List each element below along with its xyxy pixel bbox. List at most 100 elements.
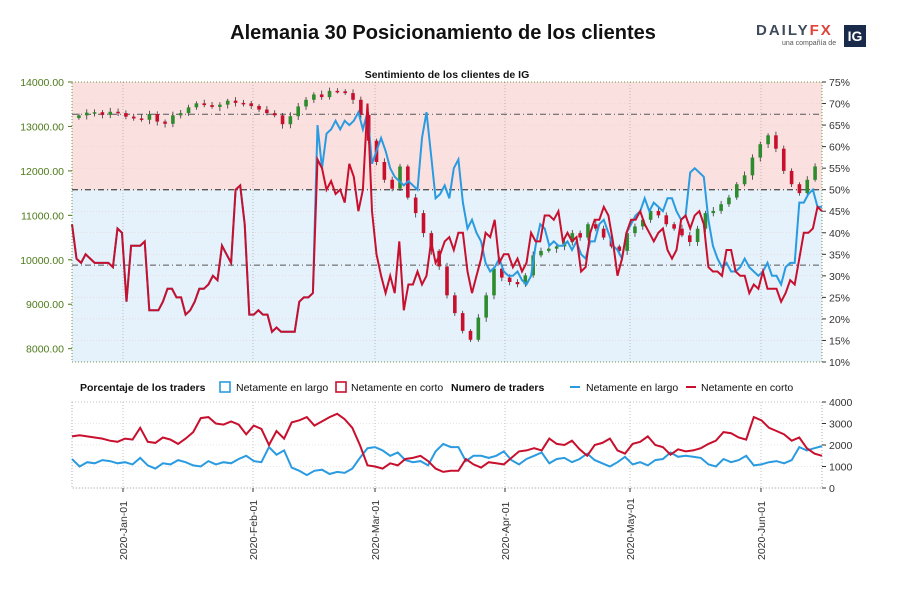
count-axis-tick-label: 4000 bbox=[829, 397, 853, 409]
left-axis-tick-label: 12000.00 bbox=[20, 166, 64, 178]
candle-body bbox=[445, 266, 449, 296]
candle-body bbox=[656, 210, 661, 216]
candle-body bbox=[280, 115, 285, 125]
x-axis-tick-label: 2020-Mar-01 bbox=[370, 500, 382, 560]
right-axis-tick-label: 50% bbox=[829, 185, 850, 197]
right-axis-tick-label: 45% bbox=[829, 206, 850, 218]
candle-body bbox=[594, 224, 598, 229]
right-axis-tick-label: 15% bbox=[829, 335, 850, 347]
candle-body bbox=[351, 93, 355, 100]
count-line-net-long bbox=[71, 442, 823, 477]
candle-body bbox=[77, 115, 81, 118]
candle-body bbox=[766, 135, 770, 145]
chart-title: Sentimiento de los clientes de IG bbox=[365, 69, 530, 81]
legend-swatch-short bbox=[335, 381, 347, 393]
count-axis-tick-label: 2000 bbox=[829, 440, 853, 452]
candle-body bbox=[194, 103, 199, 108]
right-axis-tick-label: 75% bbox=[829, 77, 850, 89]
candle-body bbox=[539, 250, 543, 256]
left-axis-tick-label: 10000.00 bbox=[20, 255, 64, 267]
candle-body bbox=[719, 204, 723, 211]
candle-body bbox=[304, 99, 308, 107]
ig-logo-icon: IG bbox=[844, 25, 866, 47]
candle-body bbox=[672, 224, 676, 229]
candle-body bbox=[390, 179, 394, 189]
legend-label-count-short: Netamente en corto bbox=[701, 382, 793, 394]
candle-body bbox=[327, 90, 332, 98]
candle-body bbox=[413, 197, 418, 214]
candle-body bbox=[781, 148, 786, 171]
candle-body bbox=[343, 91, 347, 94]
candle-body bbox=[171, 115, 175, 124]
candle-body bbox=[625, 233, 629, 251]
candle-body bbox=[547, 248, 551, 251]
candle-body bbox=[758, 144, 763, 158]
right-axis-tick-label: 40% bbox=[829, 228, 850, 240]
candle-body bbox=[437, 250, 441, 267]
candle-body bbox=[633, 226, 637, 234]
candle-body bbox=[147, 114, 152, 120]
page-title: Alemania 30 Posicionamiento de los clien… bbox=[230, 22, 656, 44]
candle-body bbox=[460, 313, 465, 331]
left-axis-tick-label: 13000.00 bbox=[20, 121, 64, 133]
candle-body bbox=[272, 113, 277, 116]
candle-body bbox=[296, 106, 300, 117]
right-axis-tick-label: 35% bbox=[829, 249, 850, 261]
dailyfx-logo: DAILYFX una compañía de IG bbox=[756, 22, 866, 50]
x-axis-tick-label: 2020-Jun-01 bbox=[756, 501, 768, 560]
right-axis-tick-label: 55% bbox=[829, 163, 850, 175]
candle-body bbox=[640, 219, 645, 227]
candle-body bbox=[500, 268, 504, 278]
candle-body bbox=[92, 112, 97, 114]
candle-body bbox=[241, 102, 246, 105]
logo-brand: DAILYFX bbox=[756, 22, 833, 39]
candle-body bbox=[742, 175, 747, 185]
candle-body bbox=[664, 215, 669, 225]
logo-tagline: una compañía de bbox=[782, 40, 837, 47]
upper-sentiment-zone bbox=[72, 82, 822, 190]
left-axis-tick-label: 8000.00 bbox=[26, 344, 64, 356]
candle-body bbox=[687, 235, 692, 242]
candle-body bbox=[554, 246, 559, 249]
candle-body bbox=[484, 295, 488, 318]
candle-body bbox=[421, 213, 426, 234]
candle-body bbox=[797, 184, 802, 194]
candle-body bbox=[265, 109, 269, 114]
right-axis-tick-label: 25% bbox=[829, 292, 850, 304]
top-chart-frame bbox=[71, 81, 823, 363]
candle-body bbox=[319, 94, 324, 98]
candle-body bbox=[727, 197, 731, 205]
candle-body bbox=[139, 118, 144, 120]
candle-body bbox=[492, 268, 496, 296]
x-axis-tick-label: 2020-Feb-01 bbox=[248, 500, 260, 560]
candle-body bbox=[155, 114, 160, 122]
right-axis-tick-label: 70% bbox=[829, 99, 850, 111]
candle-body bbox=[570, 233, 575, 242]
candle-body bbox=[218, 104, 222, 107]
candle-body bbox=[84, 112, 89, 116]
candle-body bbox=[100, 112, 105, 115]
candle-body bbox=[233, 100, 238, 103]
candle-body bbox=[359, 99, 363, 115]
candle-body bbox=[711, 210, 716, 214]
candle-body bbox=[131, 116, 136, 119]
candle-body bbox=[108, 111, 113, 115]
candle-body bbox=[178, 113, 183, 116]
candle-body bbox=[210, 105, 214, 107]
candle-body bbox=[813, 166, 817, 180]
count-axis-tick-label: 1000 bbox=[829, 462, 853, 474]
candle-body bbox=[257, 106, 261, 110]
series-line-net-short bbox=[71, 103, 823, 334]
right-axis-tick-label: 60% bbox=[829, 142, 850, 154]
legend-swatch-long bbox=[219, 381, 231, 393]
candle-body bbox=[617, 246, 622, 251]
left-axis-tick-label: 9000.00 bbox=[26, 299, 64, 311]
legend-label-short: Netamente en corto bbox=[351, 382, 443, 394]
right-axis-tick-label: 65% bbox=[829, 120, 850, 132]
right-axis-tick-label: 10% bbox=[829, 357, 850, 369]
candle-body bbox=[601, 228, 606, 238]
candle-body bbox=[789, 170, 794, 185]
count-axis-tick-label: 0 bbox=[829, 483, 835, 495]
right-axis-tick-label: 30% bbox=[829, 271, 850, 283]
candle-body bbox=[476, 317, 481, 340]
